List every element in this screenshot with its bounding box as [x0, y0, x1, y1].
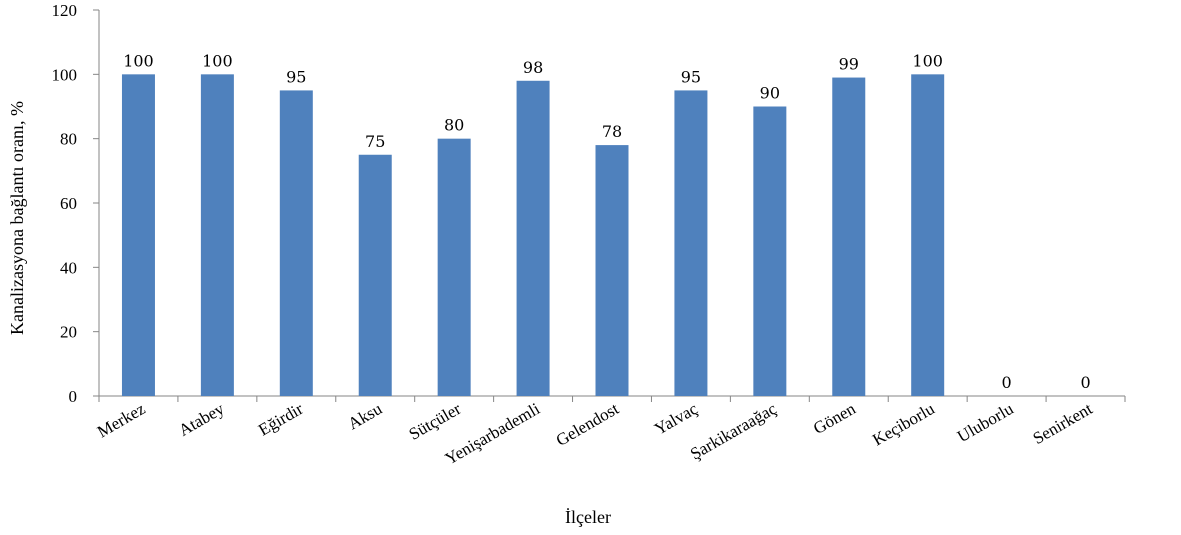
data-label: 95 — [286, 67, 306, 86]
data-label: 80 — [444, 116, 464, 135]
category-label: Sütçüler — [406, 399, 465, 444]
category-label: Gelendost — [553, 399, 622, 450]
bar — [358, 154, 392, 396]
category-label: Gönen — [810, 399, 859, 438]
category-label: Merkez — [94, 399, 149, 442]
data-label: 90 — [760, 84, 780, 103]
category-label: Şarkikaraağaç — [687, 399, 780, 464]
category-label: Aksu — [345, 399, 386, 434]
category-label: Senirkent — [1030, 399, 1096, 448]
category-label: Uluborlu — [954, 399, 1017, 446]
category-label: Keçiborlu — [869, 399, 938, 450]
data-label: 100 — [123, 51, 154, 70]
bars — [121, 74, 945, 397]
bar — [437, 138, 471, 396]
y-tick-label: 60 — [60, 194, 77, 213]
y-tick-label: 120 — [52, 1, 78, 20]
bar — [279, 90, 313, 397]
bar — [911, 74, 945, 396]
category-label: Atabey — [175, 399, 227, 440]
category-label: Yalvaç — [651, 399, 701, 439]
data-label: 100 — [912, 51, 943, 70]
y-tick-label: 100 — [52, 65, 78, 84]
bar — [200, 74, 234, 396]
data-label: 75 — [365, 132, 385, 151]
data-label: 95 — [681, 67, 701, 86]
category-label: Eğirdir — [255, 399, 306, 440]
bar — [832, 77, 866, 397]
bar — [595, 145, 629, 396]
y-tick-label: 20 — [60, 323, 77, 342]
y-tick-label: 40 — [60, 258, 77, 277]
data-label: 98 — [523, 58, 543, 77]
data-label: 100 — [202, 51, 233, 70]
y-axis: 0 20 40 60 80 100 120 — [52, 1, 100, 406]
bar — [753, 106, 787, 396]
data-label: 78 — [602, 122, 622, 141]
bar — [516, 80, 550, 397]
x-axis-title: İlçeler — [565, 507, 611, 527]
data-label: 0 — [1002, 373, 1012, 392]
y-tick-label: 0 — [69, 387, 78, 406]
category-labels: Merkez Atabey Eğirdir Aksu SütçülerYenişarba… — [94, 399, 1096, 469]
bar — [121, 74, 155, 396]
data-label: 0 — [1080, 373, 1090, 392]
data-labels: 100 100 95 75 80 98 78 95 90 99 100 0 0 — [123, 51, 1090, 392]
bar — [674, 90, 708, 397]
data-label: 99 — [839, 55, 859, 74]
y-axis-title: Kanalizasyona bağlantı oranı, % — [7, 101, 27, 335]
y-tick-label: 80 — [60, 130, 77, 149]
